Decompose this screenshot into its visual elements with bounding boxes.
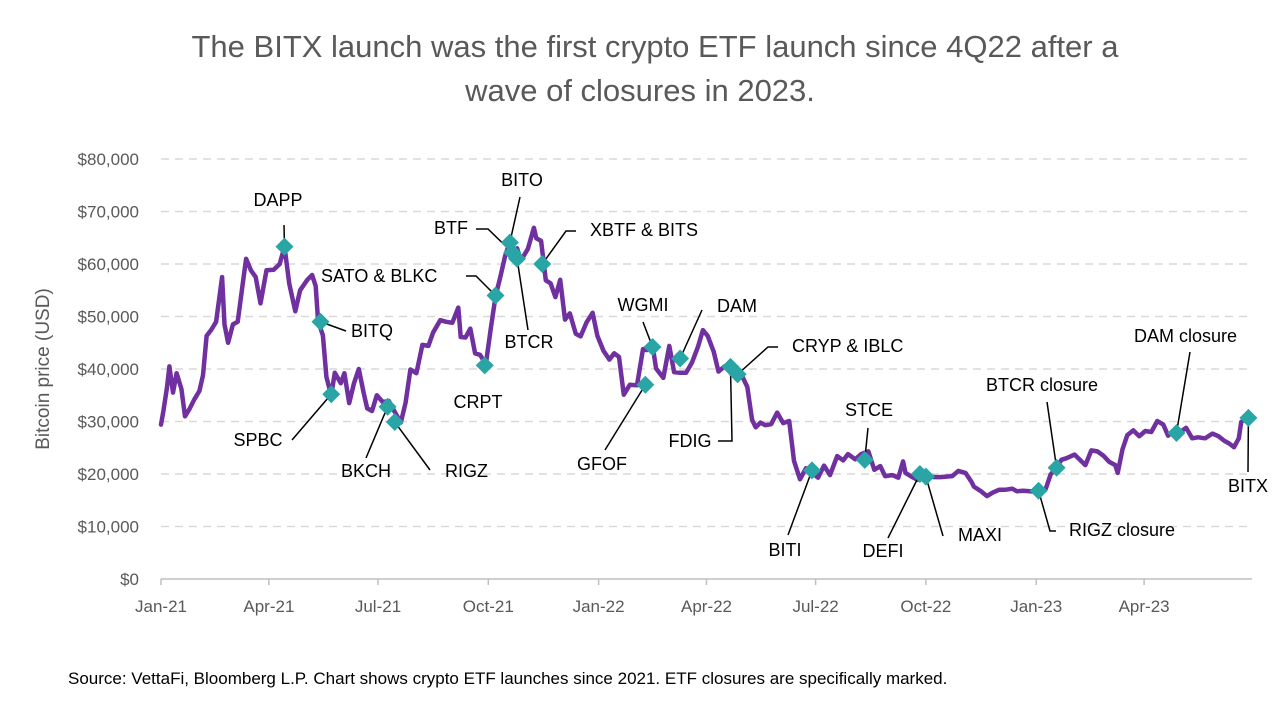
etf-marker — [311, 312, 330, 331]
launch-label: CRYP & IBLC — [792, 336, 903, 356]
closure-label: RIGZ closure — [1069, 520, 1175, 540]
x-tick-label: Jul-22 — [792, 597, 838, 616]
etf-marker — [1029, 481, 1048, 500]
y-tick-label: $10,000 — [78, 518, 139, 537]
y-axis-ticks: $0 $10,000 $20,000 $30,000 $40,000 $50,000 $60… — [78, 150, 139, 589]
etf-marker — [636, 375, 655, 394]
launch-label: FDIG — [669, 431, 712, 451]
y-tick-label: $70,000 — [78, 203, 139, 222]
source-note: Source: VettaFi, Bloomberg L.P. Chart sh… — [68, 669, 947, 688]
closure-label: BTCR closure — [986, 375, 1098, 395]
etf-marker — [643, 337, 662, 356]
x-tick-label: Oct-21 — [463, 597, 514, 616]
x-tick-label: Jan-22 — [573, 597, 625, 616]
y-tick-label: $40,000 — [78, 360, 139, 379]
etf-marker — [1167, 424, 1186, 443]
etf-marker — [503, 243, 522, 262]
launch-label: BITX — [1228, 476, 1268, 496]
annotation-leader-line — [787, 470, 813, 536]
etf-marker — [508, 249, 527, 268]
etf-marker — [803, 461, 822, 480]
x-tick-label: Oct-22 — [900, 597, 951, 616]
etf-marker — [671, 349, 690, 368]
chart-title-line-2: wave of closures in 2023. — [464, 73, 815, 108]
annotation-leader-line — [737, 346, 778, 375]
annotation-leaders — [283, 196, 1250, 539]
etf-marker — [385, 413, 404, 432]
etf-marker — [486, 286, 505, 305]
annotation-leader-line — [887, 473, 921, 539]
annotation-leader-line — [604, 384, 646, 451]
annotation-leader-line — [466, 275, 497, 297]
etf-marker — [475, 356, 494, 375]
closure-label: DAM closure — [1134, 326, 1237, 346]
launch-label: BITQ — [351, 321, 393, 341]
x-tick-label: Jul-21 — [355, 597, 401, 616]
annotation-leader-line — [365, 406, 389, 459]
launch-label: BITO — [501, 170, 543, 190]
launch-label: BITI — [768, 540, 801, 560]
annotation-leader-line — [1046, 401, 1058, 468]
x-axis: Jan-21 Apr-21 Jul-21 Oct-21 Jan-22 Apr-22 Jul-… — [135, 578, 1252, 616]
etf-marker — [855, 450, 874, 469]
annotation-leader-line — [394, 421, 431, 471]
launch-label: CRPT — [454, 392, 503, 412]
annotation-leader-line — [541, 230, 576, 265]
x-tick-label: Apr-22 — [681, 597, 732, 616]
chart-title-line-1: The BITX launch was the first crypto ETF… — [192, 29, 1120, 64]
annotation-leader-line — [718, 366, 733, 442]
y-tick-label: $50,000 — [78, 308, 139, 327]
etf-marker — [322, 385, 341, 404]
etf-marker — [916, 467, 935, 486]
etf-marker — [728, 365, 747, 384]
annotation-leader-line — [925, 476, 944, 537]
y-tick-label: $20,000 — [78, 465, 139, 484]
launch-label: STCE — [845, 400, 893, 420]
etf-marker — [275, 237, 294, 256]
launch-label: DEFI — [862, 541, 903, 561]
etf-marker — [533, 255, 552, 273]
annotation-leader-line — [516, 258, 529, 331]
launch-label: DAM — [717, 296, 757, 316]
launch-label: SPBC — [233, 430, 282, 450]
launch-label: BKCH — [341, 461, 391, 481]
launch-label: XBTF & BITS — [590, 220, 698, 240]
etf-marker — [378, 397, 397, 416]
launch-label: GFOF — [577, 454, 627, 474]
etf-marker — [500, 233, 519, 252]
launch-label: RIGZ — [445, 461, 488, 481]
annotation-leader-line — [1037, 490, 1056, 532]
x-tick-label: Apr-21 — [243, 597, 294, 616]
y-tick-label: $0 — [120, 570, 139, 589]
y-tick-label: $80,000 — [78, 150, 139, 169]
x-tick-label: Apr-23 — [1119, 597, 1170, 616]
x-tick-label: Jan-23 — [1010, 597, 1062, 616]
y-tick-label: $60,000 — [78, 255, 139, 274]
annotation-labels: DAPP BITQ SPBC BKCH RIGZ CRPT SATO & BLKC BITO B… — [233, 170, 1268, 561]
launch-label: BTCR — [505, 332, 554, 352]
y-axis-label: Bitcoin price (USD) — [33, 288, 54, 450]
etf-marker — [1239, 408, 1258, 427]
annotation-leader-line — [1175, 351, 1191, 434]
annotation-leader-line — [509, 196, 521, 243]
y-tick-label: $30,000 — [78, 413, 139, 432]
launch-label: WGMI — [618, 295, 669, 315]
launch-label: SATO & BLKC — [321, 266, 437, 286]
annotation-leader-line — [679, 309, 703, 359]
etf-marker — [1047, 458, 1066, 477]
etf-markers — [275, 233, 1258, 500]
launch-label: DAPP — [253, 190, 302, 210]
annotation-leader-line — [291, 393, 332, 441]
launch-label: BTF — [434, 218, 468, 238]
x-tick-label: Jan-21 — [135, 597, 187, 616]
launch-label: MAXI — [958, 525, 1002, 545]
